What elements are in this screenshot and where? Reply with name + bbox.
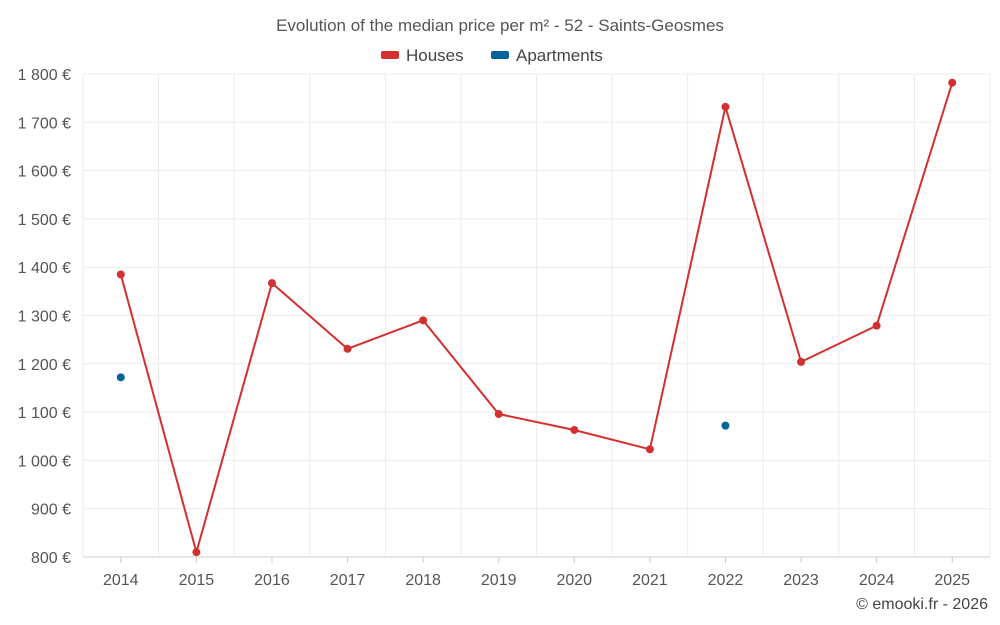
apartments-point[interactable] [116, 373, 125, 382]
legend: Houses Apartments [381, 46, 603, 65]
y-tick-label: 800 € [31, 550, 71, 567]
series-houses [116, 78, 957, 557]
y-tick-label: 1 600 € [18, 164, 71, 181]
y-tick-label: 1 200 € [18, 357, 71, 374]
credit-text: © emooki.fr - 2026 [856, 596, 988, 613]
x-tick-label: 2014 [103, 572, 139, 589]
houses-line-segment [195, 282, 273, 554]
legend-item-houses[interactable]: Houses [381, 46, 464, 65]
houses-point[interactable] [721, 102, 730, 111]
legend-item-apartments[interactable]: Apartments [491, 46, 603, 65]
x-tick-label: 2023 [783, 572, 819, 589]
houses-line-segment [422, 319, 500, 416]
y-tick-label: 1 500 € [18, 212, 71, 229]
x-tick-label: 2021 [632, 572, 668, 589]
x-tick-label: 2019 [481, 572, 517, 589]
houses-point[interactable] [419, 316, 428, 325]
plot-area [116, 78, 957, 557]
houses-point[interactable] [494, 410, 503, 419]
houses-line-segment [875, 81, 954, 327]
houses-point[interactable] [267, 279, 276, 288]
x-tick-label: 2022 [708, 572, 744, 589]
legend-label: Apartments [516, 46, 603, 65]
houses-point[interactable] [645, 445, 654, 454]
houses-line-segment [346, 319, 425, 350]
houses-point[interactable] [872, 321, 881, 330]
x-tick-label: 2015 [179, 572, 215, 589]
x-tick-label: 2017 [330, 572, 366, 589]
y-tick-label: 1 100 € [18, 405, 71, 422]
y-tick-label: 1 400 € [18, 260, 71, 277]
houses-point[interactable] [192, 548, 201, 557]
y-tick-label: 900 € [31, 502, 71, 519]
houses-line-segment [648, 105, 727, 451]
y-tick-label: 1 300 € [18, 309, 71, 326]
houses-line-segment [573, 428, 651, 451]
grid [82, 73, 991, 558]
chart-title: Evolution of the median price per m² - 5… [276, 16, 724, 35]
houses-line-segment [119, 273, 198, 554]
houses-line-segment [270, 282, 349, 350]
x-tick-label: 2024 [859, 572, 895, 589]
y-tick-label: 1 700 € [18, 115, 71, 132]
houses-point[interactable] [797, 357, 806, 366]
houses-line-segment [497, 413, 576, 431]
x-tick-label: 2025 [934, 572, 970, 589]
houses-line-segment [724, 105, 803, 363]
x-tick-label: 2020 [556, 572, 592, 589]
legend-swatch [491, 51, 509, 59]
x-axis: 2014 2015 2016 2017 2018 2019 2020 2021 2022 2023… [103, 557, 970, 589]
houses-line-segment [800, 324, 878, 363]
y-axis: 800 € 900 € 1 000 € 1 100 € 1 200 € 1 300 € 1 … [18, 67, 71, 567]
houses-point[interactable] [343, 344, 352, 353]
x-tick-label: 2018 [405, 572, 441, 589]
y-tick-label: 1 000 € [18, 453, 71, 470]
legend-swatch [381, 51, 399, 59]
houses-point[interactable] [116, 270, 125, 279]
apartments-point[interactable] [721, 421, 730, 430]
x-tick-label: 2016 [254, 572, 290, 589]
houses-point[interactable] [948, 78, 957, 87]
y-tick-label: 1 800 € [18, 67, 71, 84]
legend-label: Houses [406, 46, 464, 65]
series-apartments [116, 373, 730, 430]
houses-point[interactable] [570, 425, 579, 434]
